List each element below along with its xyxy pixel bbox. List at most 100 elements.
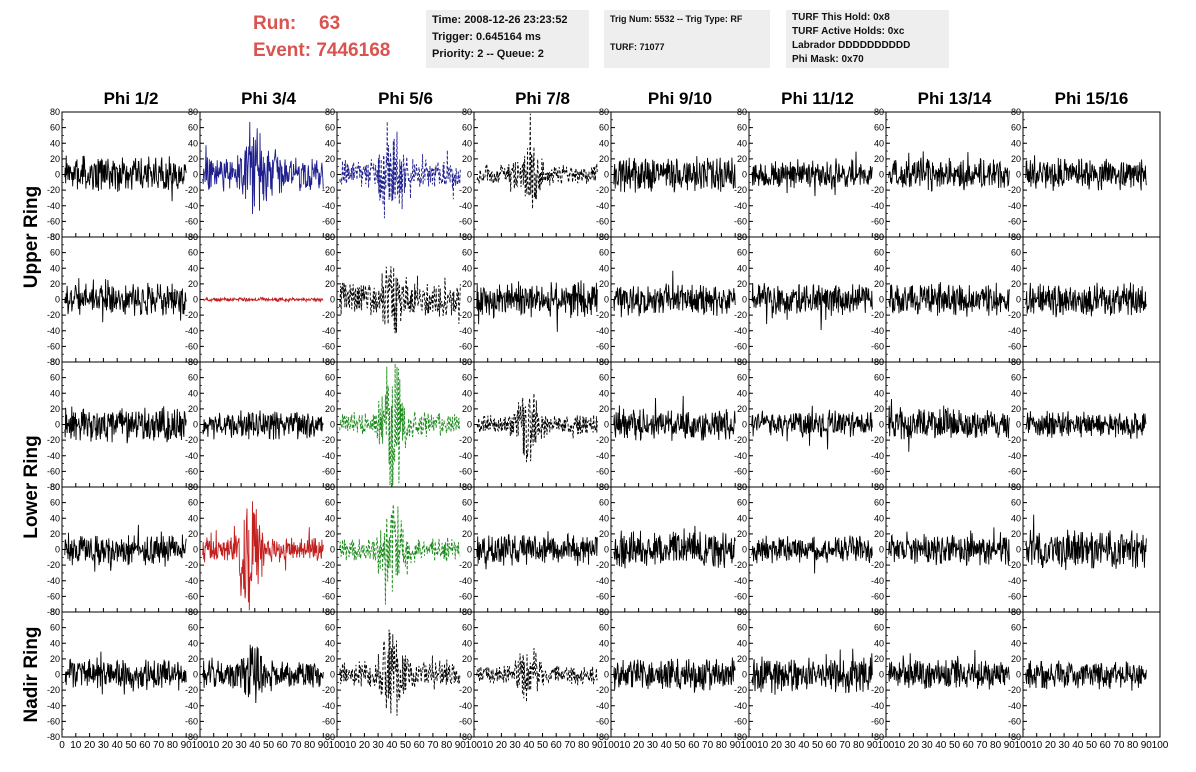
- x-tick-label: 20: [1045, 740, 1057, 751]
- y-tick-label: 0: [55, 670, 60, 680]
- x-tick-label: 60: [551, 740, 563, 751]
- waveform-trace: [476, 647, 598, 703]
- y-tick-label: -40: [871, 451, 884, 461]
- y-tick-label: 60: [50, 623, 60, 633]
- y-tick-label: 0: [467, 545, 472, 555]
- y-tick-label: -60: [185, 591, 198, 601]
- x-tick-label: 70: [1113, 740, 1125, 751]
- x-tick-label: 30: [510, 740, 522, 751]
- y-tick-label: 60: [462, 623, 472, 633]
- turf-info-box: TURF This Hold: 0x8 TURF Active Holds: 0…: [786, 10, 949, 68]
- y-tick-label: 40: [188, 138, 198, 148]
- x-tick-label: 60: [139, 740, 151, 751]
- labrador-text: Labrador DDDDDDDDDD: [792, 40, 911, 51]
- y-tick-label: -20: [47, 560, 60, 570]
- x-tick-label: 100: [741, 740, 758, 751]
- y-tick-label: 20: [874, 529, 884, 539]
- y-tick-label: 40: [325, 638, 335, 648]
- waveform-trace: [202, 644, 324, 704]
- x-tick-label: 90: [730, 740, 742, 751]
- y-tick-label: 40: [737, 263, 747, 273]
- y-tick-label: -20: [871, 185, 884, 195]
- y-tick-label: -60: [1008, 216, 1021, 226]
- y-tick-label: 80: [462, 482, 472, 492]
- y-tick-label: 20: [462, 404, 472, 414]
- y-tick-label: 80: [1011, 482, 1021, 492]
- y-tick-label: -40: [322, 451, 335, 461]
- x-tick-label: 100: [878, 740, 895, 751]
- y-tick-label: 20: [599, 529, 609, 539]
- y-tick-label: 0: [879, 670, 884, 680]
- y-tick-label: 60: [599, 498, 609, 508]
- y-tick-label: 20: [188, 529, 198, 539]
- y-tick-label: 80: [599, 607, 609, 617]
- y-tick-label: 20: [874, 404, 884, 414]
- waveform-trace: [476, 531, 598, 570]
- x-tick-label: 20: [496, 740, 508, 751]
- y-tick-label: 0: [330, 170, 335, 180]
- y-tick-label: 20: [50, 154, 60, 164]
- y-tick-label: 20: [874, 154, 884, 164]
- y-tick-label: 40: [599, 638, 609, 648]
- y-tick-label: 20: [599, 654, 609, 664]
- y-tick-label: 0: [1016, 545, 1021, 555]
- y-tick-label: -60: [1008, 716, 1021, 726]
- y-tick-label: -20: [1008, 185, 1021, 195]
- y-tick-label: 0: [879, 295, 884, 305]
- y-tick-label: -60: [871, 591, 884, 601]
- y-tick-label: 20: [1011, 654, 1021, 664]
- y-tick-label: -60: [185, 716, 198, 726]
- x-tick-label: 10: [894, 740, 906, 751]
- x-tick-label: 40: [798, 740, 810, 751]
- x-tick-label: 90: [592, 740, 604, 751]
- y-tick-label: 80: [188, 232, 198, 242]
- y-tick-label: -80: [596, 732, 609, 742]
- y-tick-label: 40: [462, 138, 472, 148]
- y-tick-label: 60: [874, 373, 884, 383]
- y-tick-label: 20: [188, 279, 198, 289]
- y-tick-label: 40: [1011, 638, 1021, 648]
- y-tick-label: 60: [462, 248, 472, 258]
- y-tick-label: -40: [871, 201, 884, 211]
- x-tick-label: 30: [236, 740, 248, 751]
- y-tick-label: 0: [55, 170, 60, 180]
- y-tick-label: -60: [734, 591, 747, 601]
- y-tick-label: 40: [50, 513, 60, 523]
- y-tick-label: 80: [50, 107, 60, 117]
- y-tick-label: 60: [188, 498, 198, 508]
- x-tick-label: 90: [1004, 740, 1016, 751]
- y-tick-label: 60: [1011, 498, 1021, 508]
- run-event-header: Run: 63 Event: 7446168: [253, 10, 390, 64]
- y-tick-label: 60: [188, 623, 198, 633]
- waveform-trace: [888, 398, 1010, 452]
- y-tick-label: 0: [604, 670, 609, 680]
- waveform-trace: [339, 504, 461, 605]
- y-tick-label: -40: [596, 201, 609, 211]
- waveform-trace: [64, 524, 187, 572]
- y-tick-label: -20: [47, 685, 60, 695]
- x-tick-label: 50: [125, 740, 137, 751]
- y-tick-label: 60: [462, 373, 472, 383]
- y-tick-label: -60: [185, 216, 198, 226]
- y-tick-label: -40: [459, 201, 472, 211]
- column-label: Phi 5/6: [378, 89, 433, 108]
- y-tick-label: 0: [467, 420, 472, 430]
- x-tick-label: 40: [661, 740, 673, 751]
- y-tick-label: -40: [459, 701, 472, 711]
- y-tick-label: 80: [325, 357, 335, 367]
- x-tick-label: 50: [263, 740, 275, 751]
- waveform-trace: [64, 155, 187, 202]
- y-tick-label: 60: [462, 123, 472, 133]
- y-tick-label: 40: [50, 638, 60, 648]
- x-tick-label: 100: [329, 740, 346, 751]
- y-tick-label: 80: [50, 607, 60, 617]
- x-tick-label: 10: [482, 740, 494, 751]
- y-tick-label: 80: [737, 107, 747, 117]
- y-tick-label: -20: [47, 435, 60, 445]
- y-tick-label: -60: [871, 466, 884, 476]
- column-label: Phi 15/16: [1055, 89, 1129, 108]
- phi-mask-text: Phi Mask: 0x70: [792, 54, 864, 65]
- y-tick-label: 40: [737, 138, 747, 148]
- y-tick-label: 0: [193, 420, 198, 430]
- y-tick-label: -80: [47, 732, 60, 742]
